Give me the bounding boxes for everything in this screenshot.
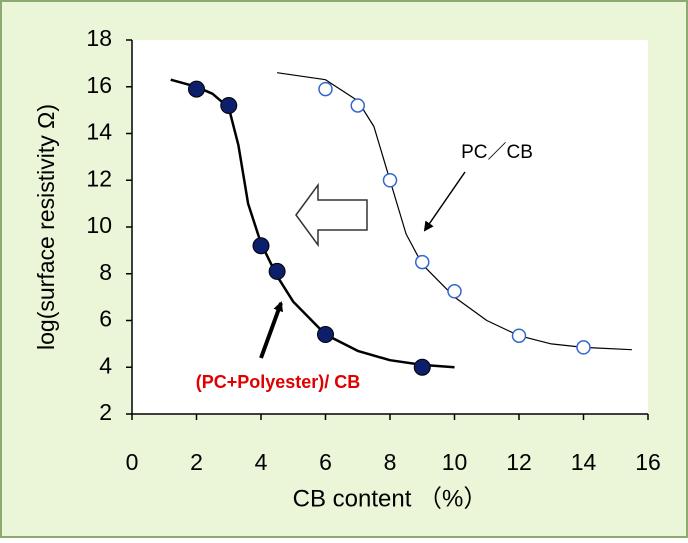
y-tick-label: 8 <box>99 259 112 285</box>
x-tick-label: 8 <box>384 449 397 475</box>
data-point <box>415 254 430 270</box>
y-tick-label: 16 <box>86 72 112 98</box>
y-tick-label: 4 <box>99 352 112 378</box>
data-point <box>220 96 238 114</box>
x-tick-label: 4 <box>255 449 268 475</box>
y-tick-label: 2 <box>99 399 112 425</box>
x-tick-label: 16 <box>635 449 661 475</box>
series-annotation: (PC+Polyester)/ CB <box>196 372 361 392</box>
x-axis-label: CB content （%） <box>293 485 488 512</box>
data-point <box>317 326 334 344</box>
annotation-arrow <box>259 301 283 359</box>
y-tick-label: 6 <box>99 306 112 332</box>
data-point <box>268 262 286 280</box>
plot-area <box>132 40 648 414</box>
data-point <box>188 80 205 98</box>
series-annotation: PC／CB <box>461 141 533 163</box>
data-point <box>382 173 398 188</box>
data-point <box>350 98 365 113</box>
y-tick-label: 10 <box>86 212 112 238</box>
shift-arrow <box>295 182 368 248</box>
y-tick-label: 12 <box>86 165 112 191</box>
data-point <box>576 340 591 355</box>
data-point <box>318 81 333 97</box>
y-tick-label: 18 <box>86 25 112 51</box>
x-tick-label: 6 <box>319 449 332 475</box>
data-point <box>413 358 431 376</box>
annotation-arrow <box>423 171 466 232</box>
data-point <box>511 328 527 343</box>
data-point <box>447 284 462 299</box>
x-tick-label: 2 <box>190 449 203 475</box>
x-tick-label: 12 <box>506 449 532 475</box>
data-point <box>252 237 270 255</box>
y-axis-label: log(surface resistivity Ω) <box>33 104 59 350</box>
y-tick-label: 14 <box>86 119 112 145</box>
x-tick-label: 0 <box>126 449 139 475</box>
x-tick-label: 10 <box>442 449 468 475</box>
x-tick-label: 14 <box>571 449 597 475</box>
fit-curve <box>170 78 455 369</box>
